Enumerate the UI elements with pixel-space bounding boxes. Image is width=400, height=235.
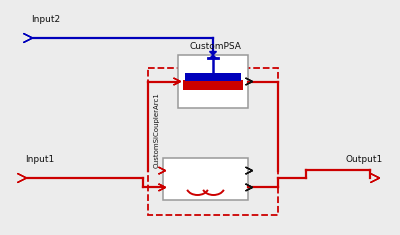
- Bar: [183, 79, 243, 90]
- Polygon shape: [246, 184, 252, 191]
- Polygon shape: [158, 184, 166, 191]
- Text: Input2: Input2: [31, 15, 60, 24]
- Text: Output1: Output1: [345, 155, 382, 164]
- Bar: [178, 55, 248, 108]
- Polygon shape: [246, 167, 252, 174]
- Text: Input1: Input1: [25, 155, 54, 164]
- Polygon shape: [18, 173, 26, 183]
- Polygon shape: [158, 167, 166, 174]
- Bar: [148, 68, 278, 215]
- Text: CustomSiCouplerArc1: CustomSiCouplerArc1: [154, 92, 160, 168]
- Polygon shape: [370, 173, 380, 183]
- Bar: [185, 73, 241, 81]
- Polygon shape: [174, 78, 180, 85]
- Bar: [163, 158, 248, 200]
- Polygon shape: [24, 34, 32, 43]
- Text: CustomPSA: CustomPSA: [189, 42, 241, 51]
- Polygon shape: [210, 51, 216, 59]
- Polygon shape: [246, 78, 252, 85]
